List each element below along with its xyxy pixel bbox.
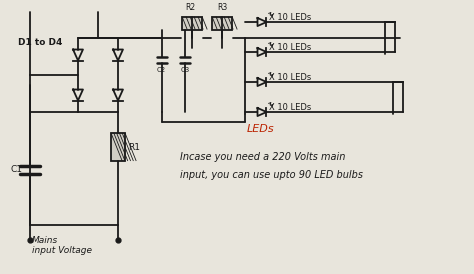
Text: X 10 LEDs: X 10 LEDs: [269, 43, 311, 52]
Text: C2: C2: [157, 67, 166, 73]
Text: Mains
input Voltage: Mains input Voltage: [32, 236, 92, 255]
Text: Incase you need a 220 Volts main: Incase you need a 220 Volts main: [180, 152, 346, 162]
Text: C3: C3: [181, 67, 190, 73]
Text: X 10 LEDs: X 10 LEDs: [269, 103, 311, 112]
Text: R3: R3: [217, 3, 227, 12]
Bar: [212, 16, 232, 30]
Text: R1: R1: [128, 142, 140, 152]
Text: LEDs: LEDs: [247, 124, 274, 134]
Bar: [111, 133, 125, 161]
Bar: [182, 16, 202, 30]
Text: X 10 LEDs: X 10 LEDs: [269, 73, 311, 82]
Text: input, you can use upto 90 LED bulbs: input, you can use upto 90 LED bulbs: [180, 170, 363, 180]
Text: R2: R2: [185, 3, 195, 12]
Text: X 10 LEDs: X 10 LEDs: [269, 13, 311, 22]
Text: C1: C1: [10, 165, 22, 175]
Text: D1 to D4: D1 to D4: [18, 38, 63, 47]
